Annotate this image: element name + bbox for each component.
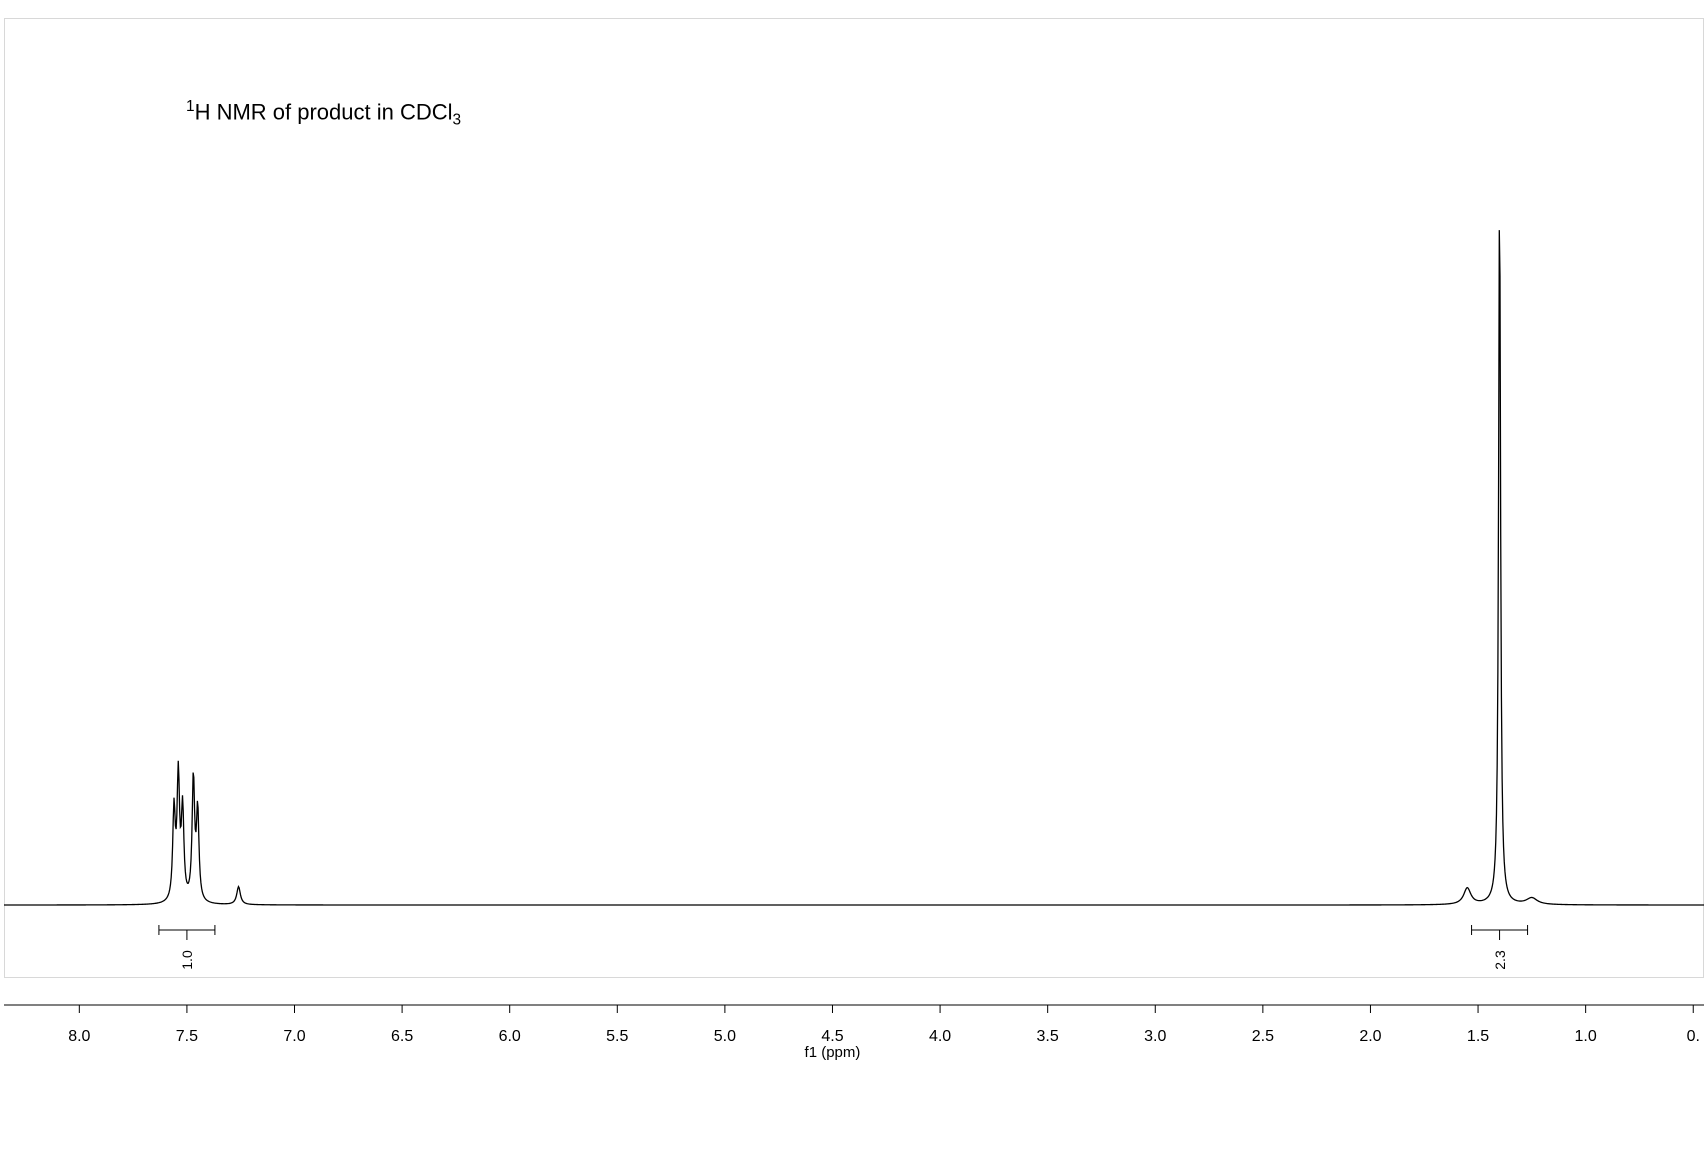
nmr-spectrum xyxy=(0,0,1707,1172)
xaxis-tick-label: 0. xyxy=(1687,1028,1700,1046)
xaxis-title: f1 (ppm) xyxy=(805,1044,861,1061)
xaxis-tick-label: 7.0 xyxy=(283,1028,305,1046)
xaxis-tick-label: 6.5 xyxy=(391,1028,413,1046)
xaxis-tick-label: 3.5 xyxy=(1037,1028,1059,1046)
xaxis-tick-label: 5.0 xyxy=(714,1028,736,1046)
xaxis-tick-label: 1.5 xyxy=(1467,1028,1489,1046)
integral-label: 2.3 xyxy=(1492,950,1508,969)
xaxis-tick-label: 5.5 xyxy=(606,1028,628,1046)
xaxis-tick-label: 7.5 xyxy=(176,1028,198,1046)
xaxis-tick-label: 1.0 xyxy=(1575,1028,1597,1046)
xaxis-tick-label: 2.5 xyxy=(1252,1028,1274,1046)
xaxis-tick-label: 4.0 xyxy=(929,1028,951,1046)
xaxis-tick-label: 2.0 xyxy=(1359,1028,1381,1046)
integral-label: 1.0 xyxy=(179,950,195,969)
xaxis-tick-label: 6.0 xyxy=(499,1028,521,1046)
xaxis-tick-label: 3.0 xyxy=(1144,1028,1166,1046)
xaxis-tick-label: 8.0 xyxy=(68,1028,90,1046)
